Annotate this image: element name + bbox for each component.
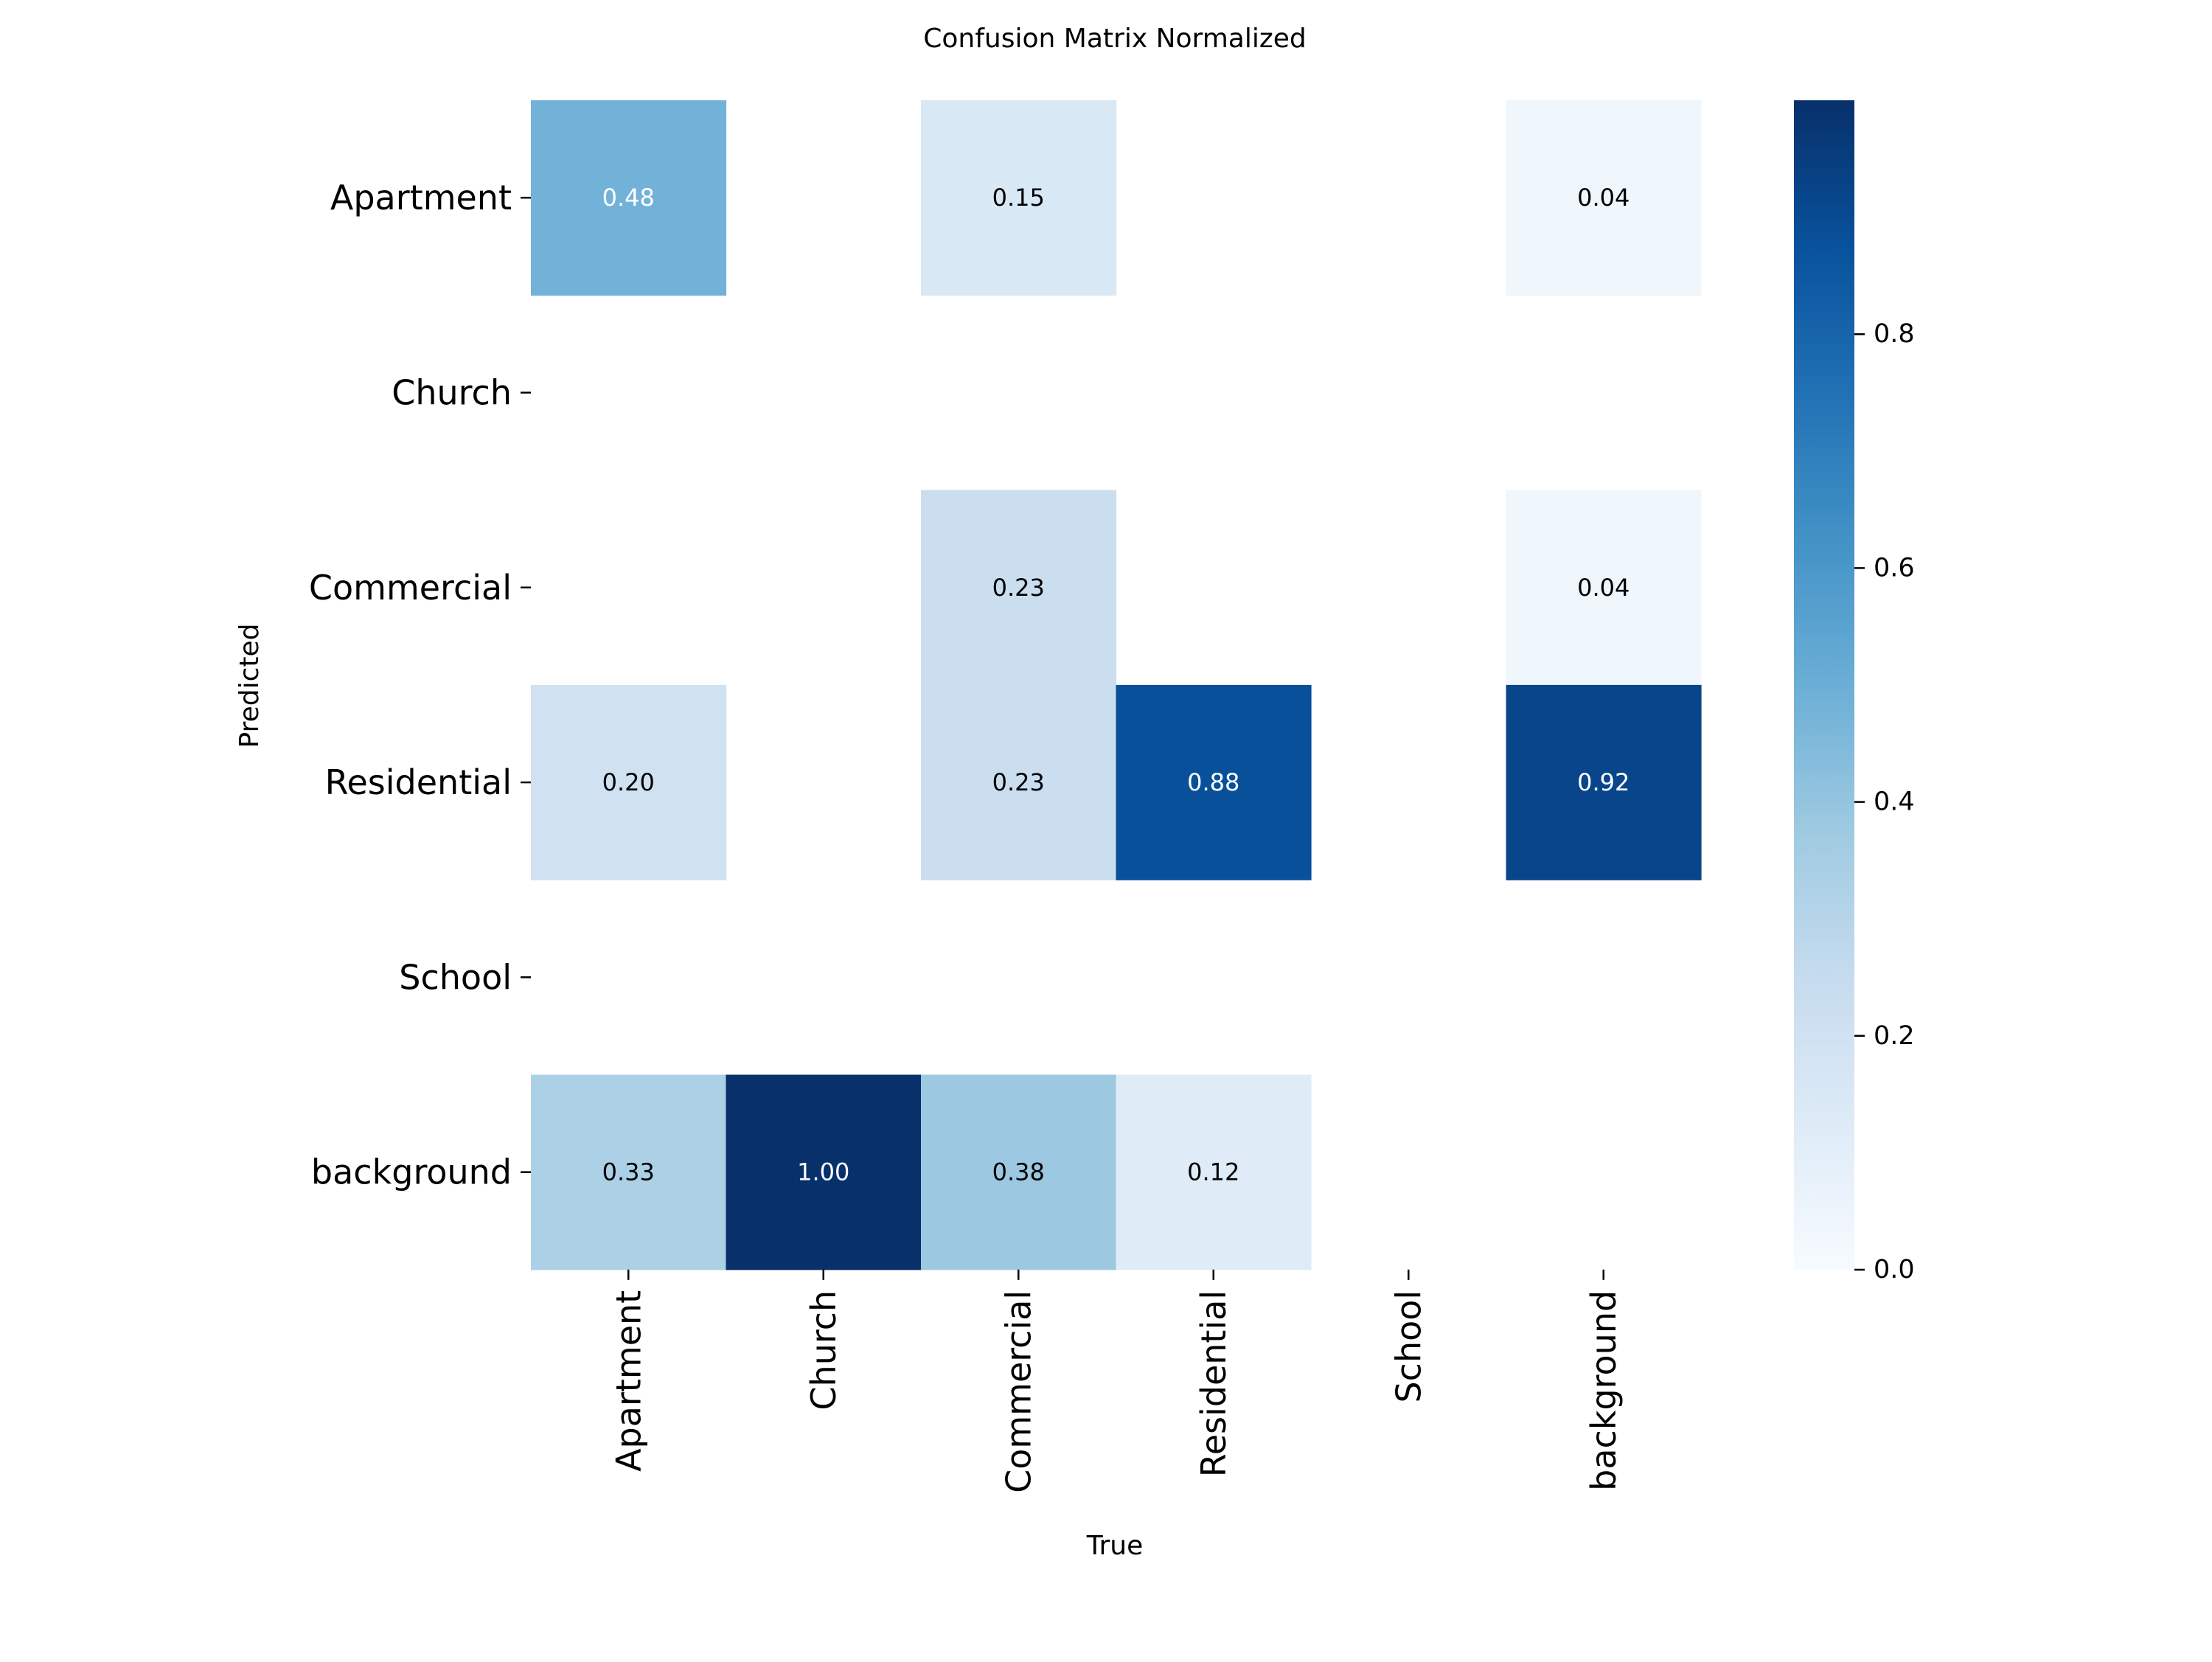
- heatmap-cell: [1506, 100, 1702, 296]
- heatmap-cell: [726, 1074, 922, 1270]
- x-axis-ticks: Apartment Church Commercial Residential Scho…: [608, 1269, 1624, 1493]
- y-tick-label: Residential: [325, 762, 512, 802]
- x-tick-label: background: [1584, 1290, 1624, 1491]
- heatmap-cell: [921, 684, 1117, 880]
- y-tick-label: School: [399, 957, 512, 997]
- cell-value-label: 0.04: [1577, 574, 1630, 602]
- colorbar: [1794, 100, 1854, 1270]
- colorbar-tick-label: 0.4: [1874, 787, 1915, 817]
- y-axis-label: Predicted: [234, 624, 265, 748]
- heatmap-cell: [1116, 684, 1312, 880]
- y-tick-label: Church: [392, 372, 512, 412]
- x-tick-label: Residential: [1194, 1290, 1234, 1477]
- heatmap-cell: [1506, 490, 1702, 686]
- x-axis-label: True: [1086, 1531, 1143, 1561]
- colorbar-tick-label: 0.8: [1874, 319, 1915, 349]
- cell-value-label: 0.48: [602, 184, 655, 212]
- heatmap-cell: [531, 100, 727, 296]
- cell-value-label: 0.12: [1187, 1158, 1239, 1186]
- cell-value-label: 0.88: [1187, 768, 1239, 796]
- cell-value-label: 0.38: [992, 1158, 1045, 1186]
- heatmap-cell: [531, 684, 727, 880]
- y-tick-label: Apartment: [330, 178, 512, 218]
- cell-value-label: 0.92: [1577, 768, 1630, 796]
- colorbar-tick-label: 0.0: [1874, 1255, 1915, 1284]
- heatmap-cell: [921, 1074, 1117, 1270]
- x-tick-label: Church: [804, 1290, 844, 1411]
- chart-title: Confusion Matrix Normalized: [923, 24, 1306, 54]
- cell-value-label: 1.00: [797, 1158, 849, 1186]
- heatmap-cell: [1506, 684, 1702, 880]
- y-axis-ticks: Apartment Church Commercial Residential Scho…: [309, 178, 531, 1192]
- colorbar-ticks: 0.0 0.2 0.4 0.6 0.8: [1854, 319, 1915, 1284]
- cell-value-label: 0.04: [1577, 184, 1630, 212]
- cell-value-label: 0.15: [992, 184, 1045, 212]
- x-tick-label: Apartment: [608, 1290, 648, 1472]
- heatmap-cells: [531, 100, 1702, 1270]
- heatmap-cell: [1116, 1074, 1312, 1270]
- colorbar-tick-label: 0.6: [1874, 553, 1915, 583]
- heatmap-cell: [531, 1074, 727, 1270]
- cell-value-label: 0.33: [602, 1158, 655, 1186]
- x-tick-label: School: [1388, 1290, 1428, 1403]
- cell-value-label: 0.23: [992, 768, 1045, 796]
- y-tick-label: Commercial: [309, 568, 512, 608]
- colorbar-tick-label: 0.2: [1874, 1021, 1915, 1051]
- heatmap-cell: [921, 490, 1117, 686]
- x-tick-label: Commercial: [998, 1290, 1038, 1493]
- heatmap-cell: [921, 100, 1117, 296]
- cell-value-label: 0.23: [992, 574, 1045, 602]
- y-tick-label: background: [311, 1152, 512, 1192]
- heatmap-cell-labels: 0.48 0.15 0.04 0.23 0.04 0.20 0.23 0.88 0.92 0.33…: [602, 184, 1630, 1186]
- cell-value-label: 0.20: [602, 768, 655, 796]
